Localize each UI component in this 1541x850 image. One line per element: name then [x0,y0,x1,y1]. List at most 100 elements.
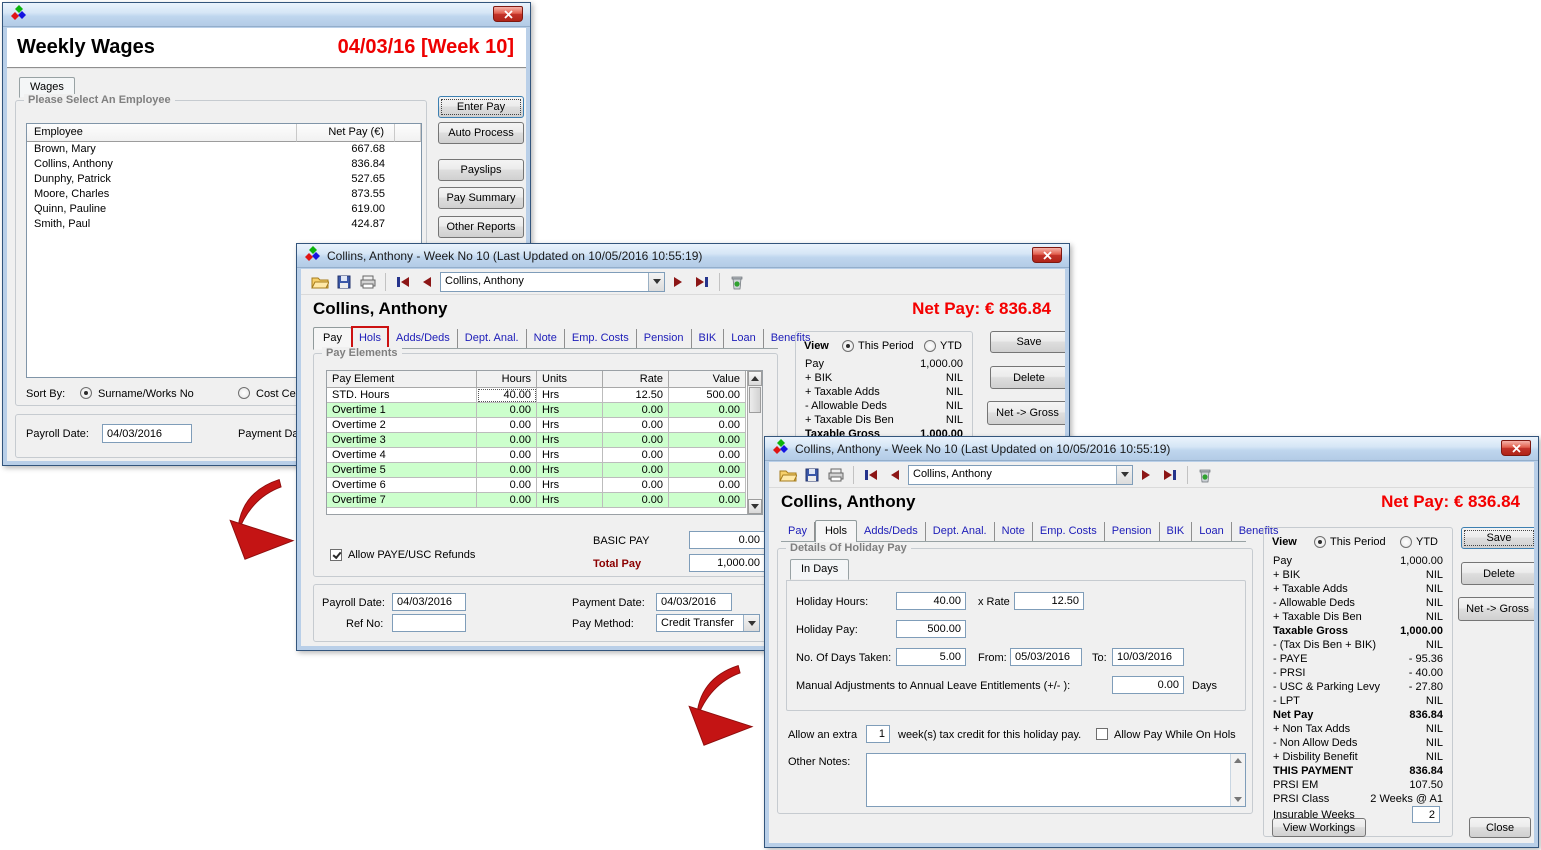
scroll-down-icon[interactable] [1234,797,1242,802]
scroll-down-icon[interactable] [748,499,762,514]
notes-scrollbar[interactable] [1230,754,1245,806]
recycle-bin-icon[interactable] [726,271,748,293]
open-icon[interactable] [777,464,799,486]
tab-emp-costs[interactable]: Emp. Costs [565,329,637,348]
auto-process-button[interactable]: Auto Process [438,122,524,144]
employee-selector-combo[interactable]: Collins, Anthony [440,271,665,292]
manual-adjustments-input[interactable] [1112,676,1184,694]
tab-dept-anal[interactable]: Dept. Anal. [458,329,527,348]
tab-note[interactable]: Note [527,329,565,348]
tab-bik[interactable]: BIK [692,329,725,348]
payroll-date-input[interactable] [102,424,192,443]
allow-pay-while-on-hols-checkbox[interactable] [1096,728,1108,740]
total-pay-input[interactable] [689,554,765,572]
employee-row[interactable]: Collins, Anthony 836.84 [34,158,385,170]
delete-button[interactable]: Delete [990,366,1065,389]
tab-in-days[interactable]: In Days [790,559,850,580]
column-header-net-pay[interactable]: Net Pay (€) [297,124,395,142]
tab-adds-deds[interactable]: Adds/Deds [857,522,926,541]
last-record-icon[interactable] [1159,464,1181,486]
grid-scrollbar[interactable] [747,371,762,514]
open-icon[interactable] [309,271,331,293]
chevron-down-icon[interactable] [1116,465,1132,484]
chevron-down-icon[interactable] [743,615,759,631]
tab-dept-anal[interactable]: Dept. Anal. [926,522,995,541]
pay-method-combo[interactable]: Credit Transfer [656,614,760,632]
breakdown-row: Pay 1,000.00 [1273,555,1443,567]
sort-cost-centre-radio[interactable] [238,387,250,399]
previous-record-icon[interactable] [884,464,906,486]
from-date-input[interactable] [1010,648,1082,666]
employee-row[interactable]: Moore, Charles 873.55 [34,188,385,200]
next-record-icon[interactable] [667,271,689,293]
save-button[interactable]: Save [1461,527,1534,549]
hours-cell-selected[interactable]: 40.00 [477,388,537,403]
tab-adds-deds[interactable]: Adds/Deds [389,329,458,348]
save-button[interactable]: Save [990,331,1065,353]
view-this-period-radio[interactable] [842,340,854,352]
close-icon[interactable] [1032,247,1062,263]
last-record-icon[interactable] [691,271,713,293]
extra-weeks-input[interactable] [866,725,890,743]
print-icon[interactable] [357,271,379,293]
delete-button[interactable]: Delete [1461,562,1534,585]
employee-row[interactable]: Quinn, Pauline 619.00 [34,203,385,215]
ref-no-input[interactable] [392,614,466,632]
chevron-down-icon[interactable] [648,272,664,291]
payslips-button[interactable]: Payslips [438,159,524,181]
save-icon[interactable] [801,464,823,486]
payroll-date-input[interactable] [392,593,466,611]
first-record-icon[interactable] [392,271,414,293]
scroll-up-icon[interactable] [748,371,762,386]
tab-pension[interactable]: Pension [637,329,692,348]
other-notes-input[interactable] [867,754,1230,806]
scroll-up-icon[interactable] [1234,758,1242,763]
tab-bik[interactable]: BIK [1160,522,1193,541]
to-date-input[interactable] [1112,648,1184,666]
employee-row[interactable]: Smith, Paul 424.87 [34,218,385,230]
view-ytd-radio[interactable] [924,340,936,352]
save-icon[interactable] [333,271,355,293]
print-icon[interactable] [825,464,847,486]
close-icon[interactable] [493,6,523,22]
next-record-icon[interactable] [1135,464,1157,486]
first-record-icon[interactable] [860,464,882,486]
close-icon[interactable] [1501,440,1531,456]
tab-hols[interactable]: Hols [814,520,857,543]
insurable-weeks-input[interactable] [1412,806,1440,823]
days-taken-input[interactable] [896,648,966,666]
tab-pension[interactable]: Pension [1105,522,1160,541]
view-this-period-radio[interactable] [1314,536,1326,548]
tab-note[interactable]: Note [995,522,1033,541]
enter-pay-button[interactable]: Enter Pay [438,96,524,118]
tab-hols[interactable]: Hols [350,326,389,349]
allow-refunds-checkbox[interactable] [330,549,342,561]
pay-summary-button[interactable]: Pay Summary [438,187,524,209]
recycle-bin-icon[interactable] [1194,464,1216,486]
tab-emp-costs[interactable]: Emp. Costs [1033,522,1105,541]
payment-date-input[interactable] [656,593,732,611]
tab-pay[interactable]: Pay [781,522,815,541]
close-button[interactable]: Close [1469,817,1531,838]
scrollbar-thumb[interactable] [749,387,761,413]
window-title: Collins, Anthony - Week No 10 (Last Upda… [795,441,1171,456]
other-reports-button[interactable]: Other Reports [438,216,524,238]
net-to-gross-button[interactable]: Net -> Gross [1458,597,1534,621]
view-ytd-radio[interactable] [1400,536,1412,548]
employee-selector-combo[interactable]: Collins, Anthony [908,464,1133,485]
tab-benefits[interactable]: Benefits [1238,525,1279,537]
net-to-gross-button[interactable]: Net -> Gross [987,401,1065,425]
column-header-employee[interactable]: Employee [27,124,297,142]
tab-benefits[interactable]: Benefits [770,332,811,344]
employee-row[interactable]: Dunphy, Patrick 527.65 [34,173,385,185]
basic-pay-input[interactable] [689,531,765,549]
employee-row[interactable]: Brown, Mary 667.68 [34,143,385,155]
tab-loan[interactable]: Loan [1192,522,1232,541]
x-rate-input[interactable] [1014,592,1084,610]
tab-loan[interactable]: Loan [724,329,764,348]
holiday-hours-input[interactable] [896,592,966,610]
sort-surname-radio[interactable] [80,387,92,399]
previous-record-icon[interactable] [416,271,438,293]
view-workings-button[interactable]: View Workings [1272,818,1366,837]
holiday-pay-input[interactable] [896,620,966,638]
